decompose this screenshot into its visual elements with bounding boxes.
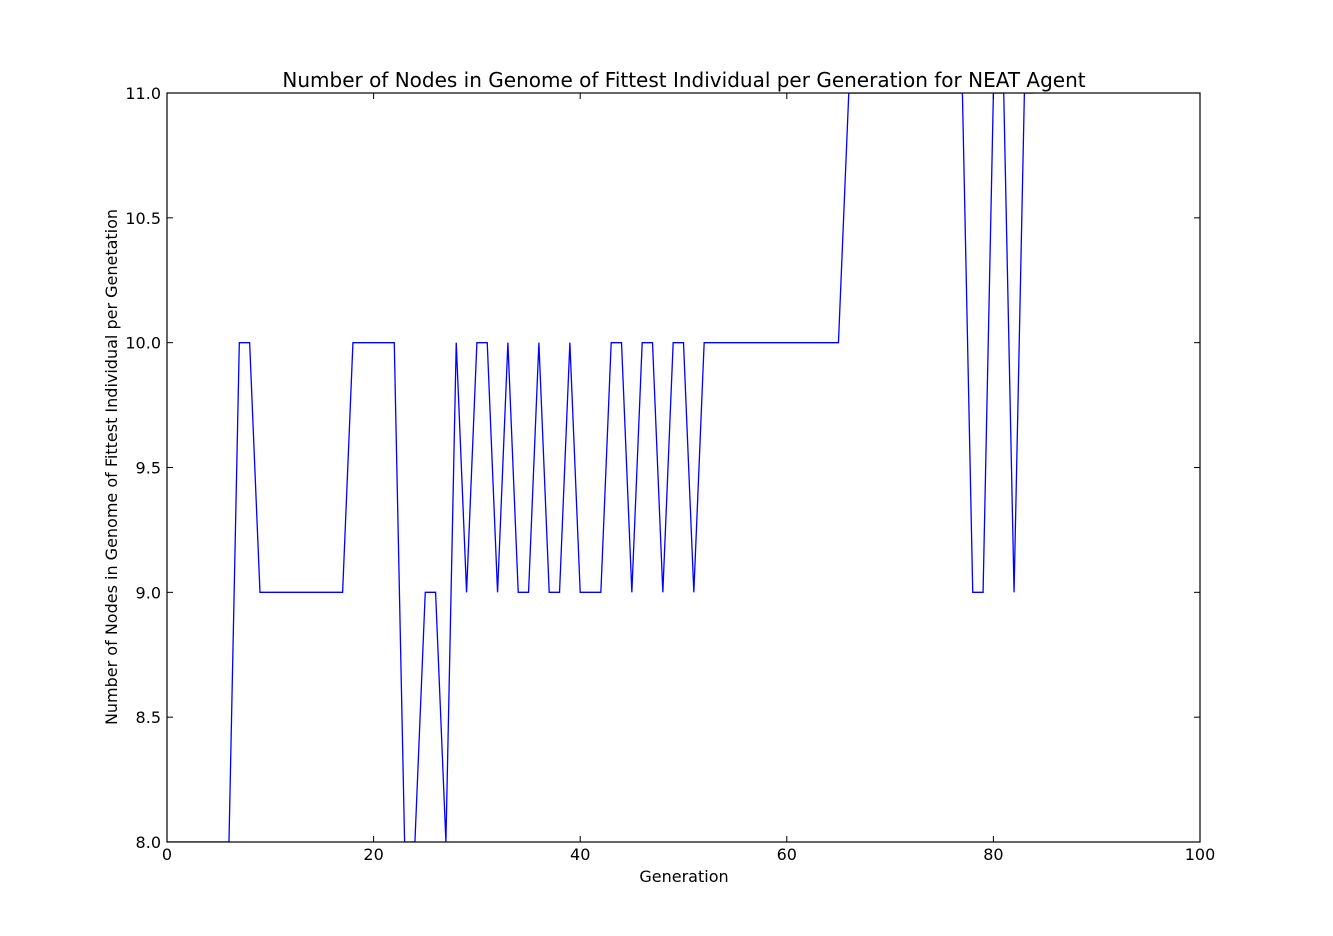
- x-axis-title: Generation: [639, 867, 728, 886]
- y-tick-label: 11.0: [125, 84, 161, 103]
- y-axis-title: Number of Nodes in Genome of Fittest Ind…: [102, 209, 121, 725]
- x-axis-ticks: 0 20 40 60 80 100: [162, 93, 1215, 864]
- chart-title: Number of Nodes in Genome of Fittest Ind…: [282, 68, 1085, 92]
- y-tick-label: 8.0: [136, 833, 161, 852]
- y-tick-label: 9.0: [136, 583, 161, 602]
- x-tick-label: 80: [983, 845, 1003, 864]
- x-tick-label: 40: [570, 845, 590, 864]
- x-tick-label: 20: [363, 845, 383, 864]
- x-tick-label: 60: [777, 845, 797, 864]
- x-tick-label: 0: [162, 845, 172, 864]
- y-tick-label: 8.5: [136, 708, 161, 727]
- y-tick-label: 10.0: [125, 334, 161, 353]
- series-line: [167, 93, 1035, 842]
- y-axis-ticks: 8.0 8.5 9.0 9.5 10.0 10.5 11.0: [125, 84, 1200, 852]
- x-tick-label: 100: [1185, 845, 1216, 864]
- y-tick-label: 10.5: [125, 209, 161, 228]
- y-tick-label: 9.5: [136, 459, 161, 478]
